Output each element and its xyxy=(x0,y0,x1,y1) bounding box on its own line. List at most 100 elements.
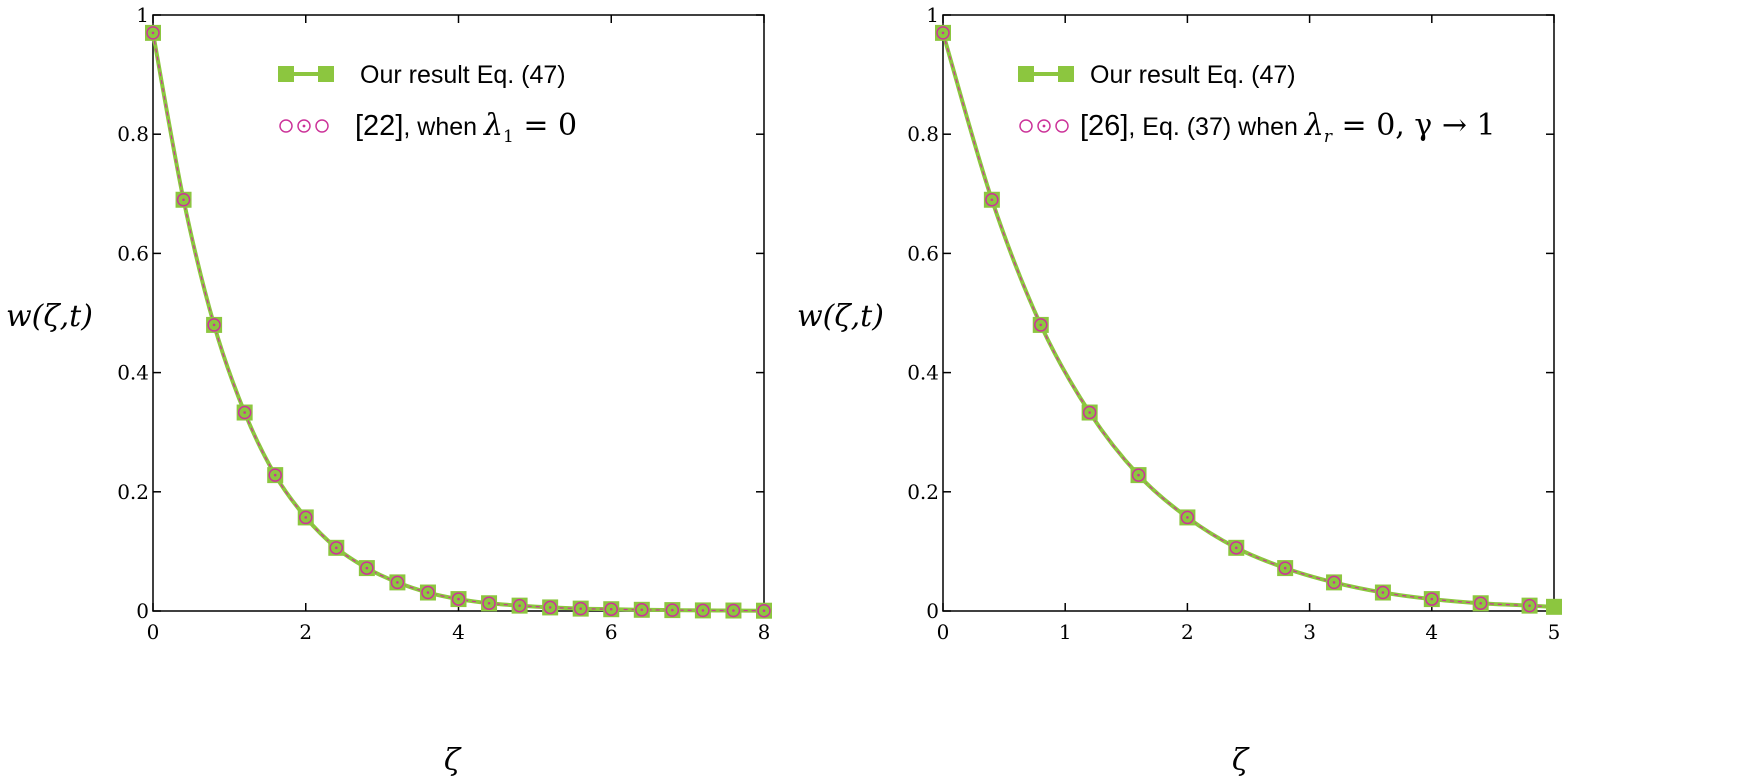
circle-marker-dot xyxy=(1039,323,1043,327)
legend-text: , when xyxy=(403,113,484,141)
y-tick-label: 1 xyxy=(136,3,149,27)
x-tick-label: 4 xyxy=(1425,620,1438,644)
circle-marker xyxy=(573,601,588,616)
legend-square-marker xyxy=(278,66,294,82)
circle-marker-dot xyxy=(457,597,460,601)
y-tick-label: 0.2 xyxy=(117,480,149,504)
circle-marker-dot xyxy=(396,581,399,584)
circle-marker-dot xyxy=(941,31,945,35)
legend-circle-marker xyxy=(279,119,293,133)
series-line-our-result xyxy=(151,32,765,613)
circle-marker xyxy=(757,603,771,618)
y-axis-label: w(ζ,t) xyxy=(797,299,884,334)
circle-marker-dot xyxy=(701,609,705,612)
series-lines xyxy=(941,32,1555,609)
legend-entry-series2: [26], Eq. (37) when λr = 0, γ → 1 xyxy=(1019,108,1496,147)
circle-marker-dot xyxy=(1283,566,1287,570)
circle-marker xyxy=(665,603,680,617)
circle-marker xyxy=(268,468,282,482)
circle-marker-dot xyxy=(671,608,674,612)
legend-entry-series2: [22], when λ1 = 0 xyxy=(279,108,577,147)
circle-marker-dot xyxy=(273,473,277,477)
circle-marker xyxy=(329,541,344,555)
x-tick-label: 2 xyxy=(299,620,312,644)
circle-marker-dot xyxy=(579,607,582,610)
circle-marker xyxy=(390,575,405,590)
x-tick-label: 5 xyxy=(1548,620,1561,644)
circle-marker xyxy=(482,596,496,611)
legend-tail: = 0, γ → 1 xyxy=(1332,108,1496,143)
circle-marker xyxy=(451,592,466,606)
y-axis-label: w(ζ,t) xyxy=(6,299,93,334)
series-lines xyxy=(151,32,765,613)
legend-label-series1: Our result Eq. (47) xyxy=(360,61,566,89)
legend-square-marker xyxy=(1058,66,1074,82)
legend-circle-marker xyxy=(1055,119,1069,133)
circle-marker xyxy=(1327,575,1341,590)
y-tick-label: 0.6 xyxy=(907,241,939,265)
circle-marker xyxy=(1034,318,1048,332)
circle-marker-dot xyxy=(640,608,644,612)
circle-marker xyxy=(299,510,313,525)
circle-marker-dot xyxy=(762,609,766,613)
axis-ticks: 0 1 2 3 4 5 0 0.2 0.4 0.6 0.8 1 xyxy=(907,3,1560,644)
circle-marker xyxy=(543,600,557,615)
circle-marker-dot xyxy=(151,31,155,35)
plot-frame xyxy=(942,14,1555,612)
circle-marker-dot xyxy=(518,604,521,607)
circle-marker-dot xyxy=(1088,411,1091,414)
circle-marker-dot xyxy=(243,411,246,414)
circle-marker xyxy=(1473,596,1488,611)
legend-lambda: λ xyxy=(483,108,503,143)
x-axis-label: ζ xyxy=(444,743,462,778)
circle-marker-dot xyxy=(990,198,994,202)
legend-subscript: r xyxy=(1324,127,1333,147)
circle-marker-dot xyxy=(1186,516,1189,519)
circle-marker-dot xyxy=(1381,591,1385,594)
legend-square-marker xyxy=(1018,66,1034,82)
circle-marker xyxy=(512,598,527,613)
legend-circle-marker xyxy=(1019,119,1033,133)
legend-entry-series1: Our result Eq. (47) xyxy=(1018,61,1296,89)
circle-marker xyxy=(1082,405,1097,420)
legend-square-marker xyxy=(318,66,334,82)
x-tick-label: 6 xyxy=(605,620,618,644)
legend-lambda: λ xyxy=(1304,108,1324,143)
x-axis-label: ζ xyxy=(1232,743,1250,778)
circle-marker xyxy=(207,318,221,332)
circle-marker-dot xyxy=(212,323,216,327)
circle-marker xyxy=(1522,598,1537,613)
square-marker xyxy=(1546,598,1562,615)
circle-marker-dot xyxy=(182,198,185,202)
circle-marker-dot xyxy=(548,606,552,609)
circle-marker-dot xyxy=(732,609,735,612)
plot-frame xyxy=(152,14,765,612)
circle-marker xyxy=(1278,561,1292,575)
legend-circle-marker xyxy=(1037,119,1051,133)
y-tick-label: 0.4 xyxy=(907,361,939,385)
legend-circle-dot xyxy=(1042,124,1046,128)
circle-marker-dot xyxy=(1479,601,1482,605)
circle-marker xyxy=(726,603,741,618)
circle-marker xyxy=(176,193,191,207)
y-tick-label: 1 xyxy=(926,3,939,27)
circle-marker-dot xyxy=(365,566,369,570)
y-tick-label: 0.6 xyxy=(117,241,149,265)
legend-label-series2: [22], when λ1 = 0 xyxy=(355,108,577,147)
circle-marker xyxy=(635,603,649,617)
legend-circle-marker xyxy=(297,119,311,133)
x-tick-label: 0 xyxy=(937,620,950,644)
chart-right: 0 1 2 3 4 5 0 0.2 0.4 0.6 0.8 1 w(ζ,t) ζ Our result… xyxy=(797,3,1562,778)
y-tick-label: 0 xyxy=(136,599,149,623)
circle-marker xyxy=(1425,592,1439,606)
legend-entry-series1: Our result Eq. (47) xyxy=(278,61,566,89)
legend-tail: = 0 xyxy=(514,108,577,143)
circle-marker xyxy=(146,26,160,40)
circle-marker-dot xyxy=(335,546,338,550)
markers xyxy=(145,24,772,619)
y-tick-label: 0.8 xyxy=(907,122,939,146)
legend-circle-marker xyxy=(315,119,329,133)
circle-marker xyxy=(604,602,618,616)
x-tick-label: 8 xyxy=(758,620,771,644)
